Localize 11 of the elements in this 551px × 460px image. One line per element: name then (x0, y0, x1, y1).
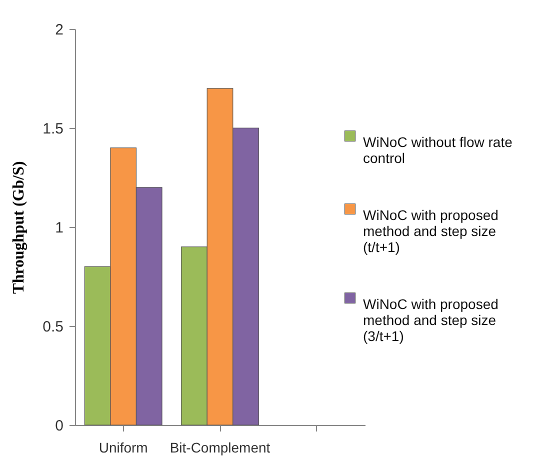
legend-label: WiNoC without flow rate control (363, 134, 513, 166)
legend-label: WiNoC with proposed method and step size (3/t+1) (363, 296, 498, 344)
y-tick-label: 2 (55, 22, 64, 38)
legend-label: WiNoC with proposed method and step size (t/t+1) (363, 207, 498, 255)
x-tick-label: Uniform (98, 440, 148, 456)
x-tick-label: Bit-Complement (170, 440, 270, 456)
y-tick-label: 1 (55, 220, 64, 236)
y-tick-label: 1.5 (42, 120, 64, 138)
y-tick-label: 0 (55, 418, 64, 434)
y-tick-label: 0.5 (42, 318, 64, 336)
y-axis-title: Throughput (Gb/S) (10, 161, 28, 294)
